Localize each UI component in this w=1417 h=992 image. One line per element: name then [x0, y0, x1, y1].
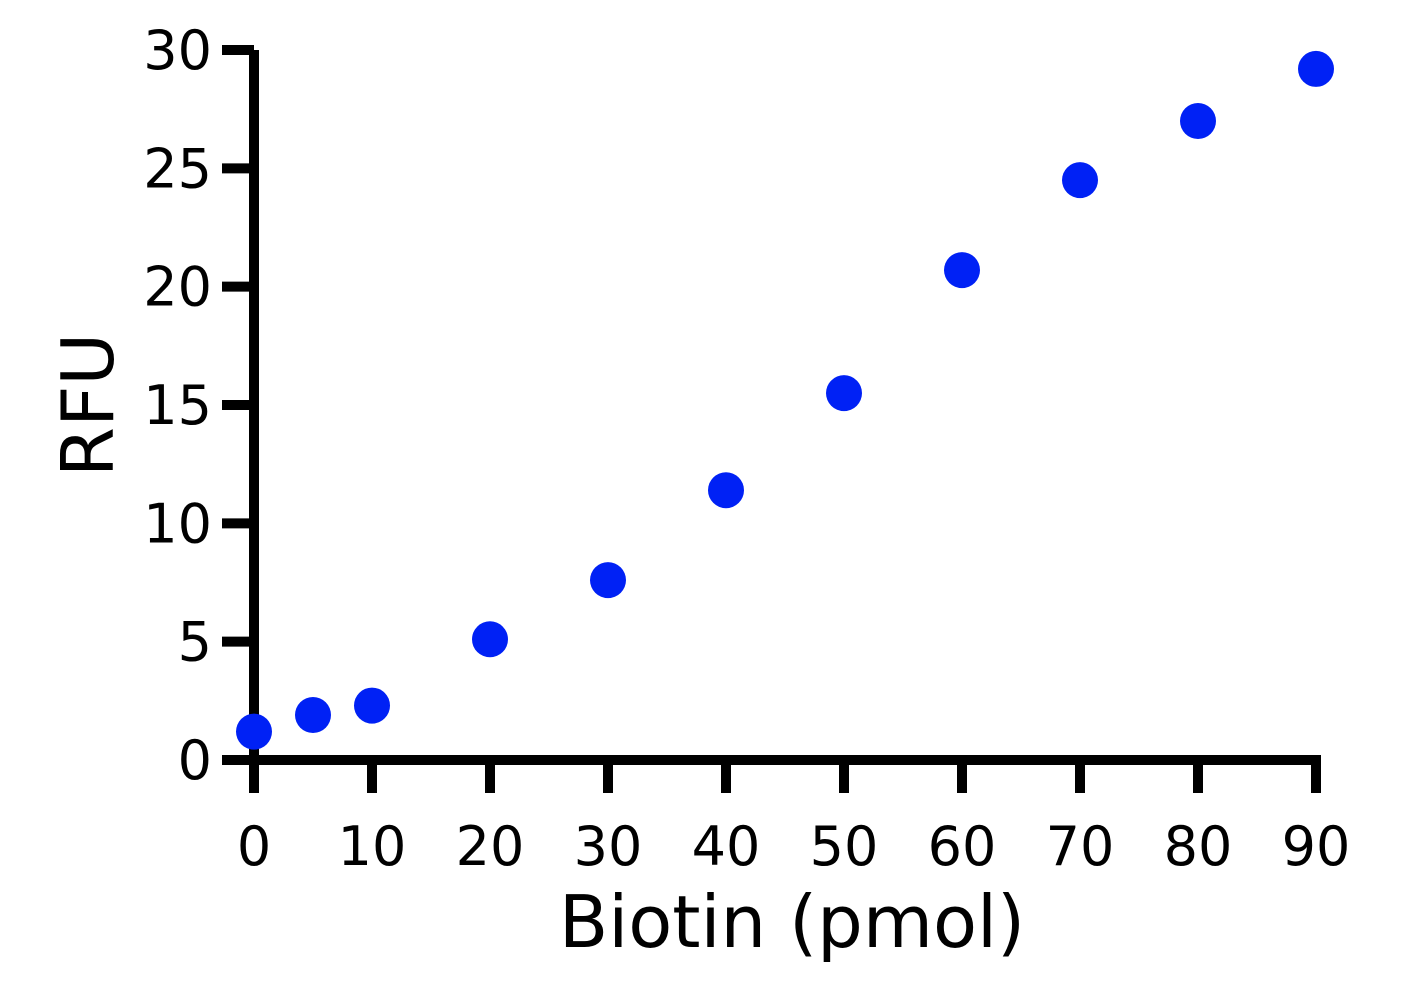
- x-tick-label: 90: [1282, 815, 1351, 878]
- y-tick-label: 10: [143, 492, 212, 555]
- y-tick-label: 15: [143, 374, 212, 437]
- data-point: [1298, 50, 1334, 87]
- data-point: [590, 562, 626, 599]
- data-point: [236, 713, 272, 750]
- x-tick-label: 70: [1046, 815, 1115, 878]
- x-tick-label: 40: [692, 815, 761, 878]
- y-tick-label: 0: [178, 729, 212, 792]
- y-tick-label: 20: [143, 256, 212, 319]
- data-point: [1180, 103, 1216, 139]
- data-point: [1062, 162, 1098, 199]
- x-tick-label: 10: [338, 815, 407, 878]
- data-point: [295, 697, 331, 734]
- x-tick-label: 0: [237, 815, 271, 878]
- y-axis-label: RFU: [46, 333, 130, 477]
- y-tick-label: 30: [143, 19, 212, 82]
- y-tick-label: 5: [178, 611, 212, 674]
- x-tick-label: 50: [810, 815, 879, 878]
- x-tick-label: 60: [928, 815, 997, 878]
- x-tick-label: 30: [574, 815, 643, 878]
- data-point: [708, 472, 744, 509]
- data-point: [472, 621, 508, 658]
- x-axis-label: Biotin (pmol): [559, 880, 1025, 964]
- y-tick-label: 25: [143, 137, 212, 200]
- axes: 0 5 10 15 20 25 30 0 10 20 30 40 50 60 70 80 90: [143, 19, 1350, 878]
- data-point: [354, 687, 390, 724]
- x-tick-label: 20: [456, 815, 525, 878]
- data-point: [826, 375, 862, 412]
- x-tick-label: 80: [1164, 815, 1233, 878]
- data-points: [236, 50, 1334, 750]
- data-point: [944, 252, 980, 289]
